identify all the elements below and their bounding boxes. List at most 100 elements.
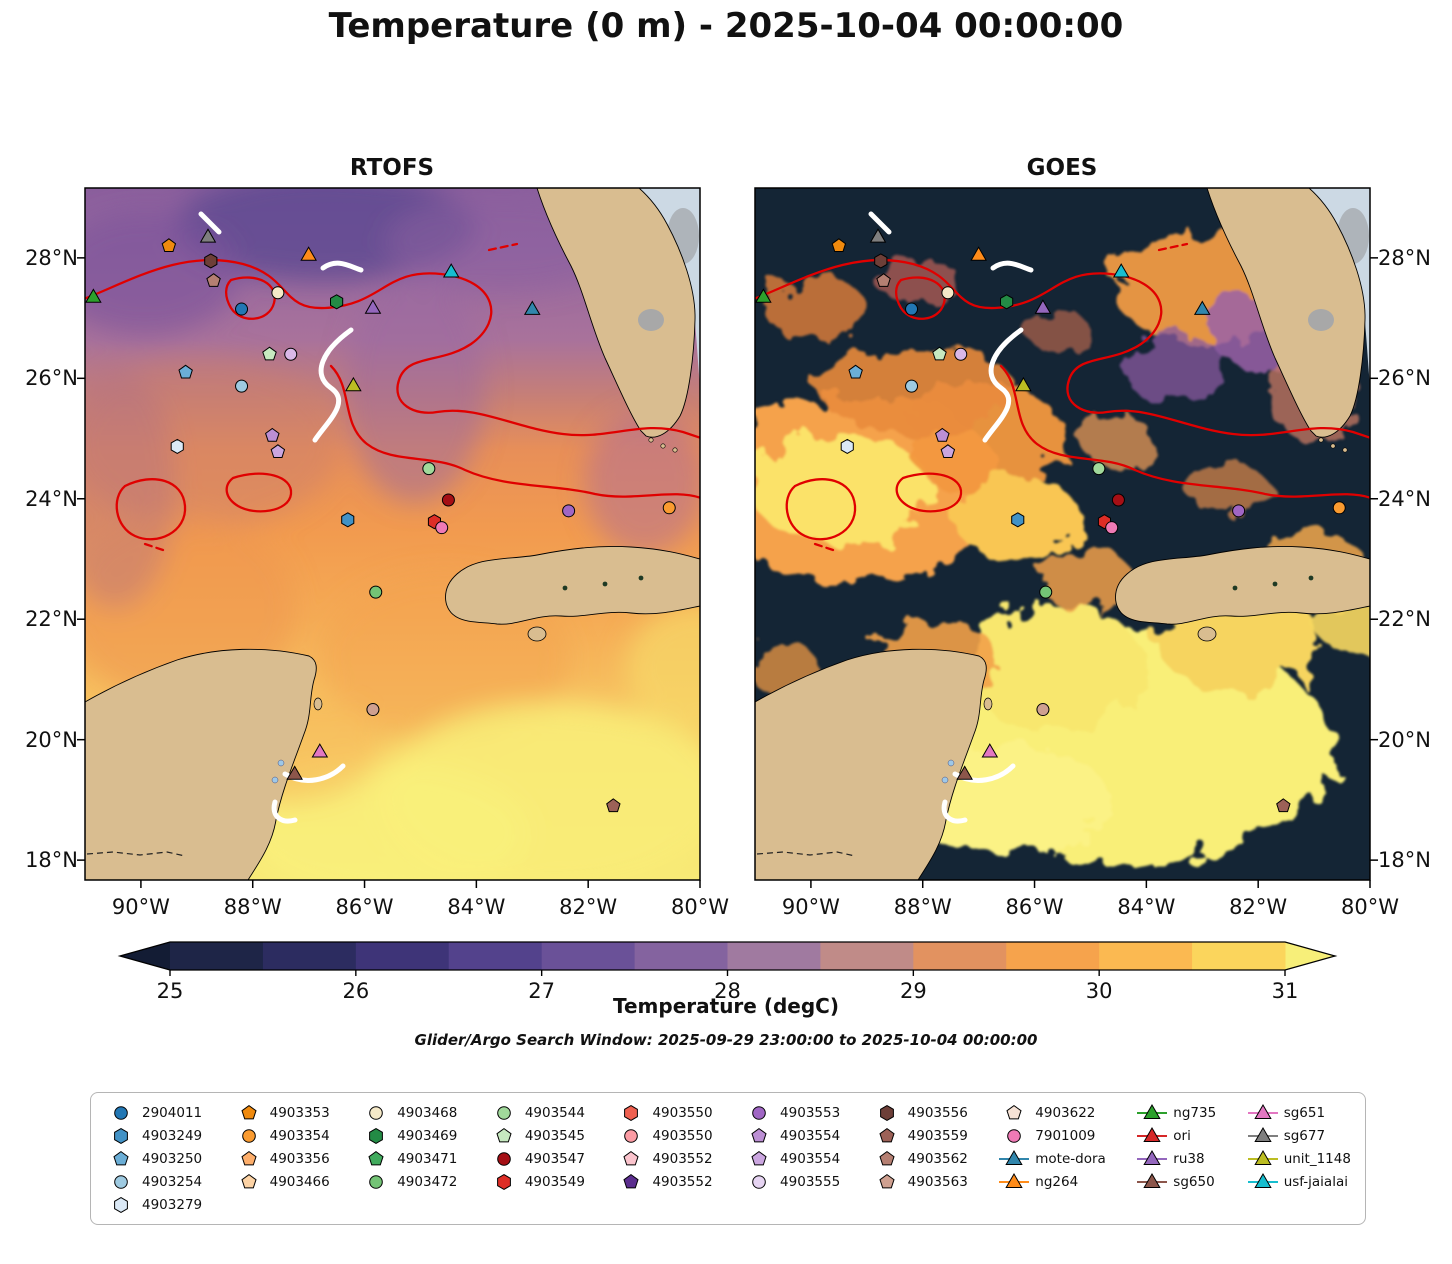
triangle-marker-icon <box>999 1149 1030 1165</box>
lake-okeechobee <box>638 309 664 331</box>
lon-tick-label: 86°W <box>335 895 394 919</box>
hexagon-marker-icon <box>114 1196 128 1213</box>
legend-item-ng264: ng264 <box>998 1171 1106 1192</box>
goes-panel-title: GOES <box>1026 155 1098 181</box>
marker-ng735 <box>85 288 102 303</box>
legend-label: 4903550 <box>652 1127 713 1144</box>
marker-4903562 <box>876 273 891 287</box>
legend-label: sg651 <box>1283 1104 1326 1121</box>
legend-label: 4903249 <box>142 1127 203 1144</box>
pentagon-marker-icon <box>623 1150 640 1165</box>
legend-marker-unit_1148 <box>1254 1149 1272 1165</box>
legend-item-4903547: 4903547 <box>488 1148 585 1169</box>
legend-item-4903469: 4903469 <box>360 1125 457 1146</box>
hexagon-marker-icon <box>496 1173 511 1190</box>
legend-marker-sg677 <box>1254 1126 1272 1142</box>
marker-4903469 <box>330 294 344 310</box>
pentagon-marker-icon <box>623 1173 640 1188</box>
legend-label: 4903250 <box>142 1150 203 1167</box>
marker-ru38 <box>1034 299 1052 314</box>
triangle-marker-icon <box>1247 1172 1278 1188</box>
yucatan-landmass <box>755 648 987 880</box>
legend-label: 4903553 <box>780 1104 841 1121</box>
lon-tick-label: 80°W <box>671 895 729 919</box>
marker-4903249 <box>341 512 355 528</box>
legend-item-2904011: 2904011 <box>105 1102 202 1123</box>
lat-tick-label: 28°N <box>1378 245 1431 270</box>
lat-tick-label: 18°N <box>1378 848 1431 873</box>
search-window-subtitle: Glider/Argo Search Window: 2025-09-29 23… <box>414 1031 1038 1049</box>
lake-okeechobee <box>1308 309 1334 331</box>
legend-label: 4903356 <box>269 1150 330 1167</box>
lon-tick-label: 82°W <box>1229 895 1288 919</box>
legend-item-4903254: 4903254 <box>105 1171 202 1192</box>
marker-unit_1148 <box>345 376 362 392</box>
legend-item-4903550: 4903550 <box>615 1102 713 1123</box>
legend-marker-4903552 <box>623 1150 640 1165</box>
legend-item-unit_1148: unit_1148 <box>1247 1148 1351 1169</box>
marker-4903354 <box>662 501 676 515</box>
pentagon-marker-icon <box>879 1150 895 1165</box>
rtofs-map <box>77 187 701 888</box>
marker-4903472 <box>1039 585 1053 599</box>
lat-tick-label: 20°N <box>25 727 78 752</box>
triangle-marker-icon <box>1137 1149 1168 1165</box>
goes-markers <box>755 228 1346 813</box>
colorbar-tick-label: 26 <box>342 979 369 1003</box>
pentagon-marker-icon <box>241 1150 257 1165</box>
colorbar-tick-label: 31 <box>1272 979 1299 1003</box>
legend-item-4903622: 4903622 <box>998 1102 1106 1123</box>
marker-mote-dora <box>523 300 541 315</box>
legend-label: 4903622 <box>1035 1104 1096 1121</box>
marker-4903254 <box>235 379 249 393</box>
legend-marker-4903250 <box>113 1150 129 1165</box>
colorbar-under-arrow <box>120 942 170 970</box>
legend-item-4903554: 4903554 <box>743 1125 840 1146</box>
lat-tick-label: 26°N <box>25 366 78 391</box>
legend-item-4903472: 4903472 <box>360 1171 457 1192</box>
legend-item-4903562: 4903562 <box>871 1148 968 1169</box>
legend-label: 4903556 <box>907 1104 968 1121</box>
legend-label: usf-jaialai <box>1283 1173 1348 1190</box>
lon-tick-label: 84°W <box>1117 895 1176 919</box>
legend-label: ori <box>1173 1127 1191 1144</box>
legend-label: 2904011 <box>142 1104 203 1121</box>
marker-4903354 <box>1332 501 1346 515</box>
marker-4903555 <box>284 347 298 361</box>
rtofs-land <box>85 188 700 880</box>
legend-marker-ng264 <box>1005 1172 1023 1188</box>
legend-marker-4903553 <box>752 1105 766 1120</box>
marker-4903250 <box>178 364 193 379</box>
legend-item-4903555: 4903555 <box>743 1171 840 1192</box>
legend-marker-4903555 <box>752 1174 766 1189</box>
colorbar-tick-label: 27 <box>528 979 555 1003</box>
rtofs-frame <box>84 187 701 881</box>
legend-marker-ng735 <box>1143 1103 1161 1119</box>
marker-sg650 <box>956 765 973 780</box>
legend-label: sg677 <box>1283 1127 1326 1144</box>
lat-tick-label: 28°N <box>25 245 78 270</box>
colorbar-tick-label: 29 <box>900 979 927 1003</box>
legend-marker-4903545 <box>496 1127 512 1142</box>
marker-4903554 <box>270 444 286 458</box>
legend-item-4903550: 4903550 <box>615 1125 713 1146</box>
marker-ng264 <box>300 246 317 261</box>
legend-marker-4903544 <box>497 1105 511 1120</box>
lat-tick-label: 24°N <box>1378 486 1431 511</box>
marker-sg651 <box>981 743 999 758</box>
lat-tick-label: 18°N <box>25 848 78 873</box>
legend-marker-ori <box>1143 1126 1161 1142</box>
circle-marker-icon <box>624 1128 639 1143</box>
lon-tick-label: 82°W <box>559 895 618 919</box>
legend-marker-4903354 <box>241 1128 256 1143</box>
legend-marker-4903468 <box>369 1105 384 1120</box>
triangle-marker-icon <box>1247 1103 1278 1119</box>
marker-4903556 <box>204 253 218 269</box>
pentagon-marker-icon <box>879 1127 895 1142</box>
legend-item-4903556: 4903556 <box>871 1102 968 1123</box>
legend-label: 4903555 <box>780 1173 841 1190</box>
florida-landmass <box>536 188 696 438</box>
marker-mote-dora <box>1193 300 1211 315</box>
marker-7901009 <box>1105 521 1119 535</box>
legend: 2904011 4903249 4903250 4903254 4903279 49033… <box>90 1092 1366 1225</box>
